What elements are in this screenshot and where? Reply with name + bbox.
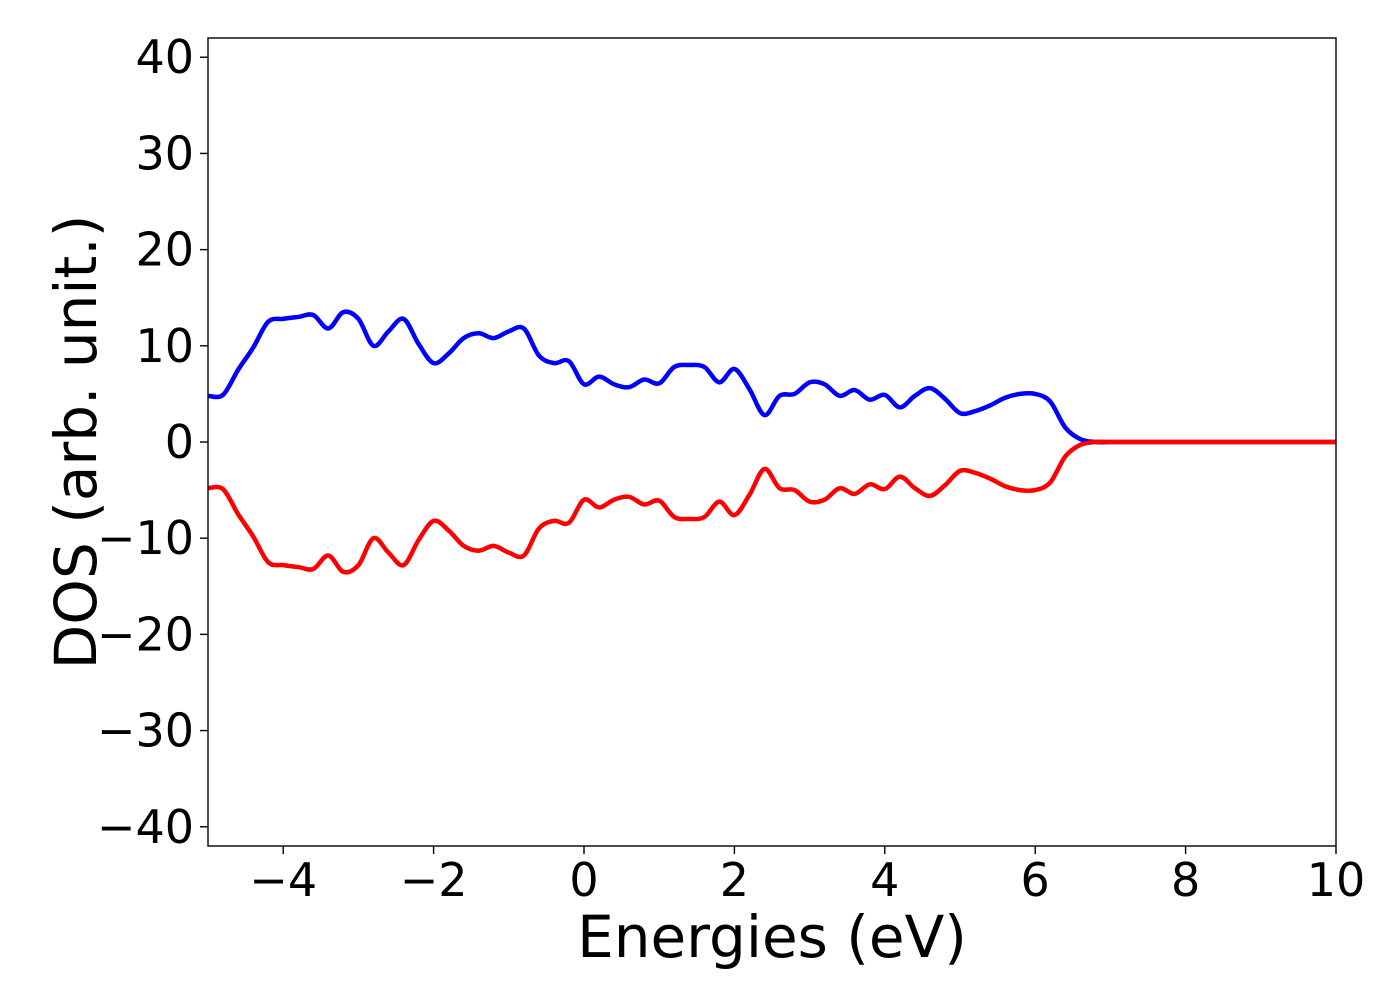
y-tick-label: −10 — [97, 511, 194, 565]
y-tick-label: 0 — [165, 415, 194, 469]
y-tick-label: −30 — [97, 704, 194, 758]
x-tick-label: 10 — [1307, 853, 1366, 907]
x-tick-label: 4 — [870, 853, 899, 907]
y-tick-label: 40 — [135, 30, 194, 84]
y-axis: 40 30 20 10 0 −10 −20 −30 −40 — [97, 30, 208, 854]
x-tick-label: −2 — [400, 853, 468, 907]
y-tick-label: 30 — [135, 126, 194, 180]
y-tick-label: −20 — [97, 607, 194, 661]
y-axis-title: DOS (arb. unit.) — [42, 215, 110, 670]
y-tick-label: −40 — [97, 800, 194, 854]
series-layer — [207, 309, 1336, 575]
x-axis: −4 −2 0 2 4 6 8 10 — [249, 846, 1365, 907]
y-tick-label: 10 — [135, 319, 194, 373]
x-tick-label: −4 — [249, 853, 317, 907]
x-tick-label: 2 — [720, 853, 749, 907]
y-tick-label: 20 — [135, 223, 194, 277]
x-tick-label: 8 — [1171, 853, 1200, 907]
series-line-2 — [207, 439, 1336, 575]
x-axis-title: Energies (eV) — [577, 903, 967, 971]
x-tick-label: 0 — [569, 853, 598, 907]
x-tick-label: 6 — [1021, 853, 1050, 907]
